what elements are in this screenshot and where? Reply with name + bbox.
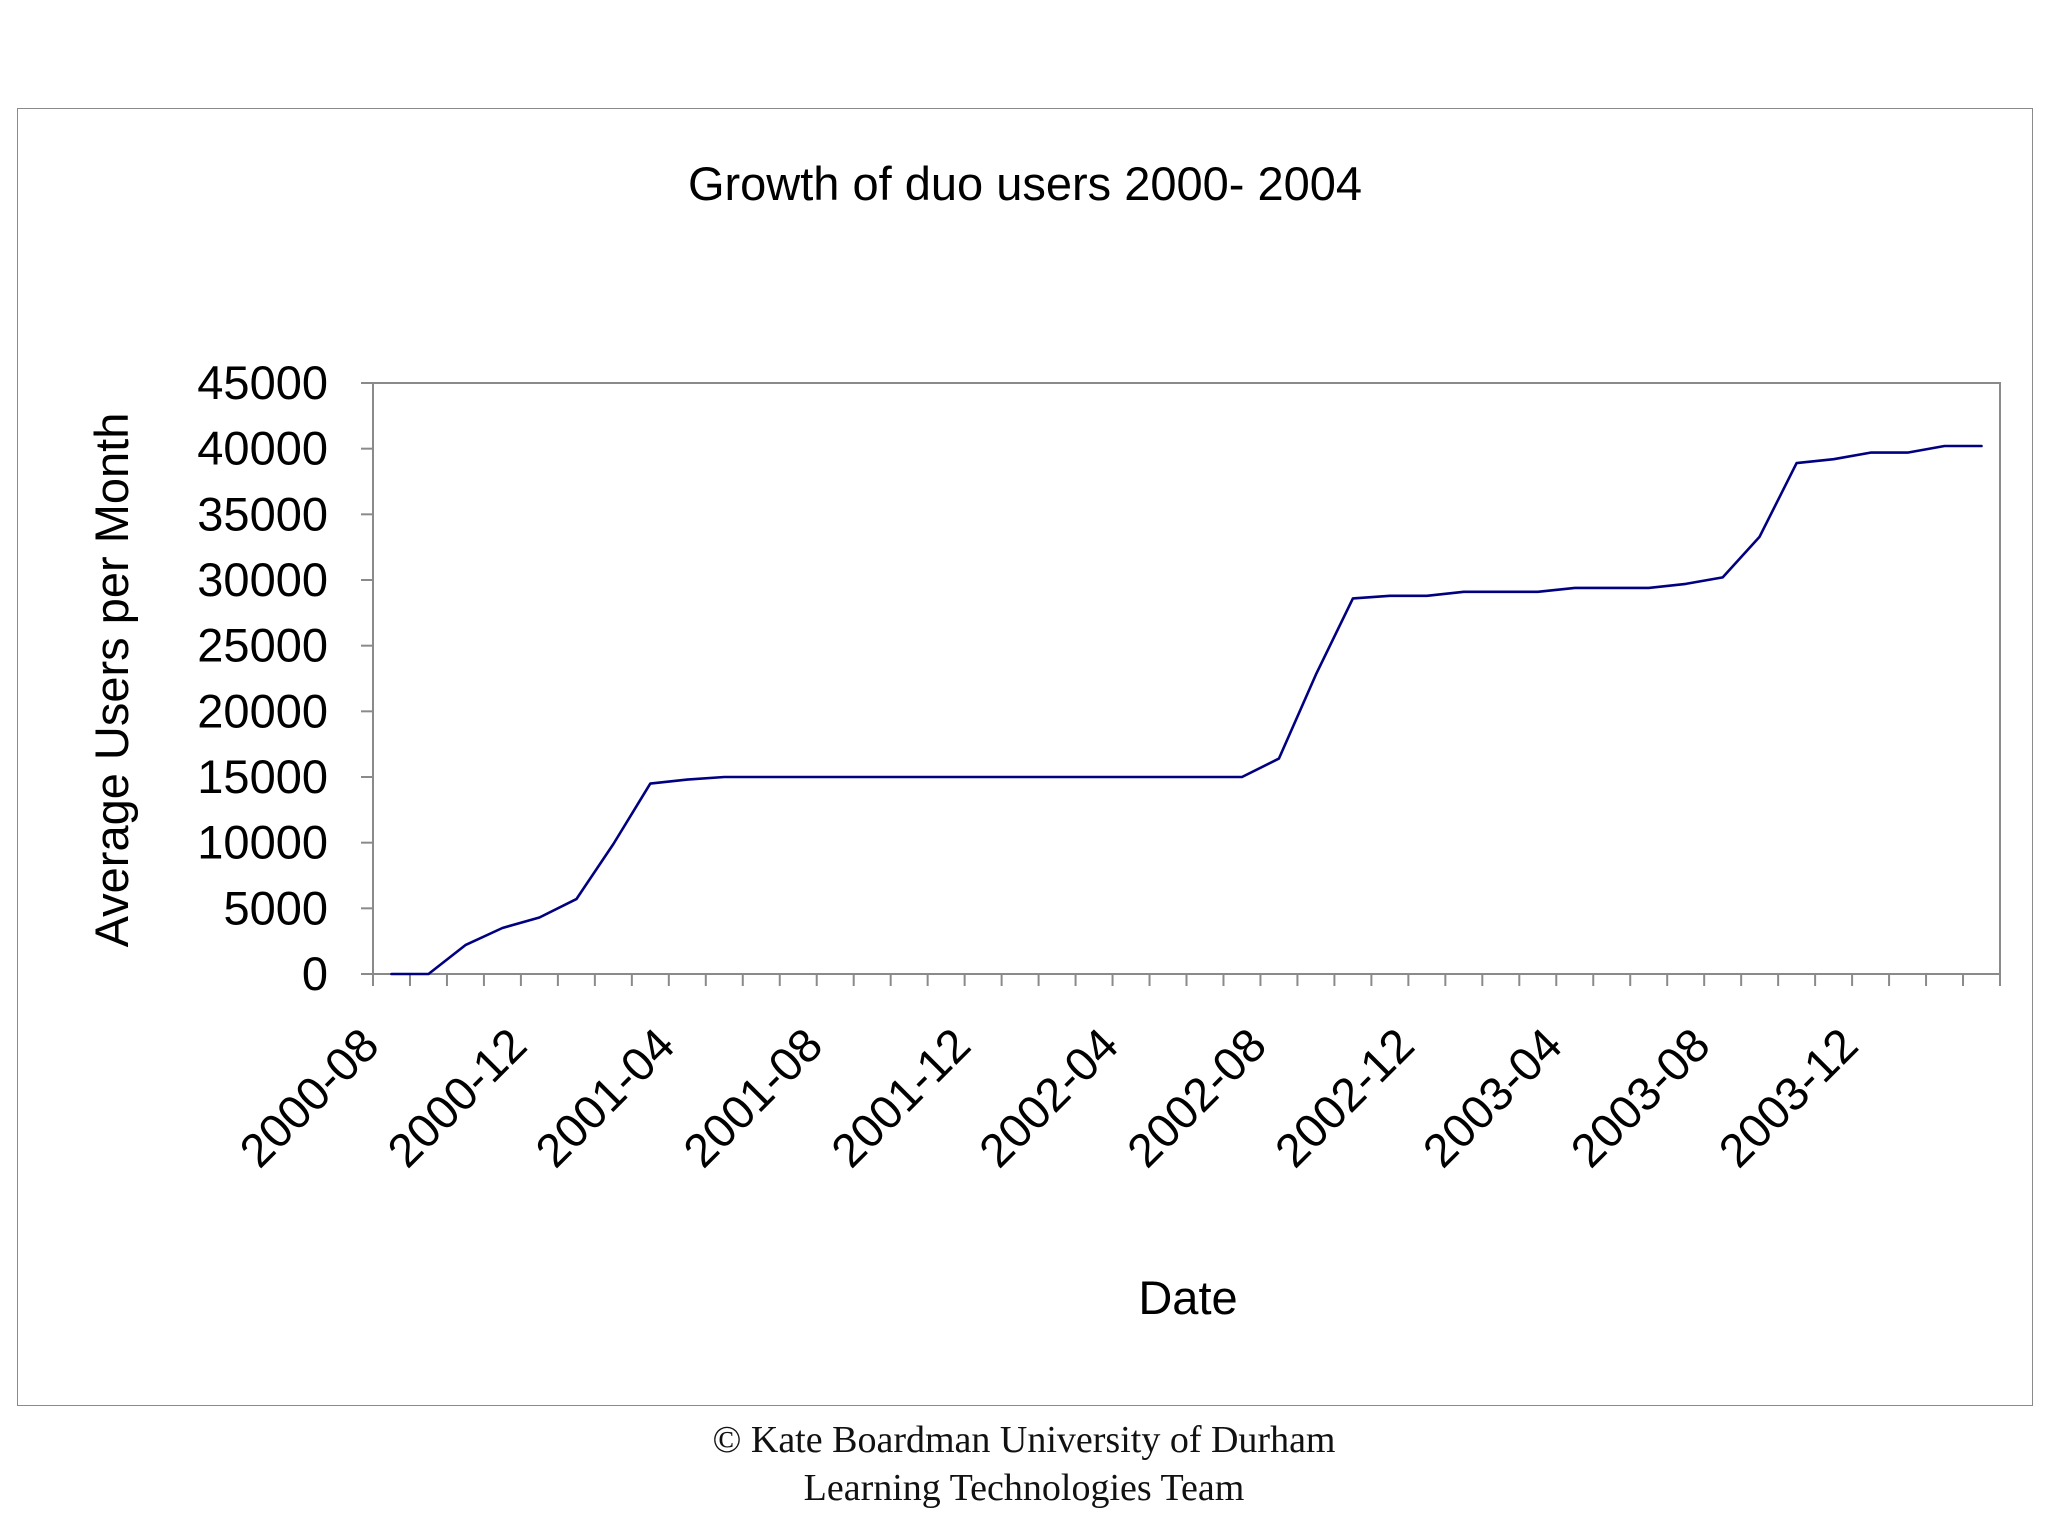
data-point (1536, 590, 1540, 594)
x-tick-label: 2003-04 (1412, 1018, 1571, 1177)
series-line (390, 444, 1983, 976)
data-point (1943, 444, 1947, 448)
x-axis-tick-labels: 2000-082000-122001-042001-082001-122002-… (229, 1018, 1868, 1177)
x-axis-label: Date (1138, 1271, 1237, 1324)
y-tick-label: 10000 (197, 816, 328, 869)
x-tick-label: 2002-12 (1264, 1018, 1423, 1177)
data-point (1573, 586, 1577, 590)
data-point (1869, 451, 1873, 455)
data-point (426, 972, 430, 976)
data-point (1499, 590, 1503, 594)
plot-area (372, 382, 2001, 975)
data-point (1795, 461, 1799, 465)
data-point (1647, 586, 1651, 590)
data-point (1832, 457, 1836, 461)
data-point (1425, 594, 1429, 598)
data-point (1166, 775, 1170, 779)
y-tick-label: 5000 (223, 881, 328, 934)
data-point (389, 972, 393, 976)
data-point (1018, 775, 1022, 779)
x-axis-ticks (372, 974, 2001, 986)
data-point (759, 775, 763, 779)
data-point (1906, 451, 1910, 455)
data-point (500, 926, 504, 930)
data-point (1351, 596, 1355, 600)
data-point (981, 775, 985, 779)
y-tick-label: 45000 (197, 356, 328, 409)
data-point (1721, 575, 1725, 579)
y-tick-label: 40000 (197, 422, 328, 475)
y-tick-label: 20000 (197, 684, 328, 737)
data-point (537, 916, 541, 920)
data-point (1610, 586, 1614, 590)
data-point (907, 775, 911, 779)
data-point (1092, 775, 1096, 779)
data-point (1277, 757, 1281, 761)
data-point (574, 897, 578, 901)
x-tick-label: 2003-12 (1708, 1018, 1867, 1177)
data-point (648, 782, 652, 786)
data-point (1055, 775, 1059, 779)
x-tick-label: 2001-12 (821, 1018, 980, 1177)
x-tick-label: 2001-04 (525, 1018, 684, 1177)
data-point (1388, 594, 1392, 598)
copyright-line: © Kate Boardman University of Durham (712, 1419, 1336, 1461)
chart-title: Growth of duo users 2000- 2004 (688, 157, 1362, 210)
data-point (870, 775, 874, 779)
data-point (722, 775, 726, 779)
y-axis-tick-labels: 0 5000 10000 15000 20000 25000 30000 35000 40000… (197, 356, 328, 1000)
series-group (389, 444, 1984, 976)
data-point (833, 775, 837, 779)
team-line: Learning Technologies Team (803, 1467, 1245, 1509)
x-tick-label: 2000-12 (377, 1018, 536, 1177)
x-tick-label: 2002-04 (969, 1018, 1128, 1177)
y-tick-label: 35000 (197, 487, 328, 540)
data-point (944, 775, 948, 779)
data-point (1314, 673, 1318, 677)
y-tick-label: 30000 (197, 553, 328, 606)
data-point (611, 842, 615, 846)
y-tick-label: 25000 (197, 619, 328, 672)
x-tick-label: 2002-08 (1117, 1018, 1276, 1177)
data-point (1240, 775, 1244, 779)
data-point (796, 775, 800, 779)
x-tick-label: 2003-08 (1560, 1018, 1719, 1177)
data-point (1203, 775, 1207, 779)
data-point (1758, 535, 1762, 539)
data-point (685, 778, 689, 782)
data-point (1462, 590, 1466, 594)
data-point (1684, 582, 1688, 586)
x-tick-label: 2001-08 (673, 1018, 832, 1177)
y-axis-ticks (361, 382, 373, 975)
data-point (1980, 444, 1984, 448)
y-tick-label: 15000 (197, 750, 328, 803)
y-tick-label: 0 (302, 947, 328, 1000)
data-point (1129, 775, 1133, 779)
x-tick-label: 2000-08 (229, 1018, 388, 1177)
y-axis-label: Average Users per Month (85, 413, 138, 948)
data-point (463, 943, 467, 947)
chart-frame (17, 108, 2033, 1406)
